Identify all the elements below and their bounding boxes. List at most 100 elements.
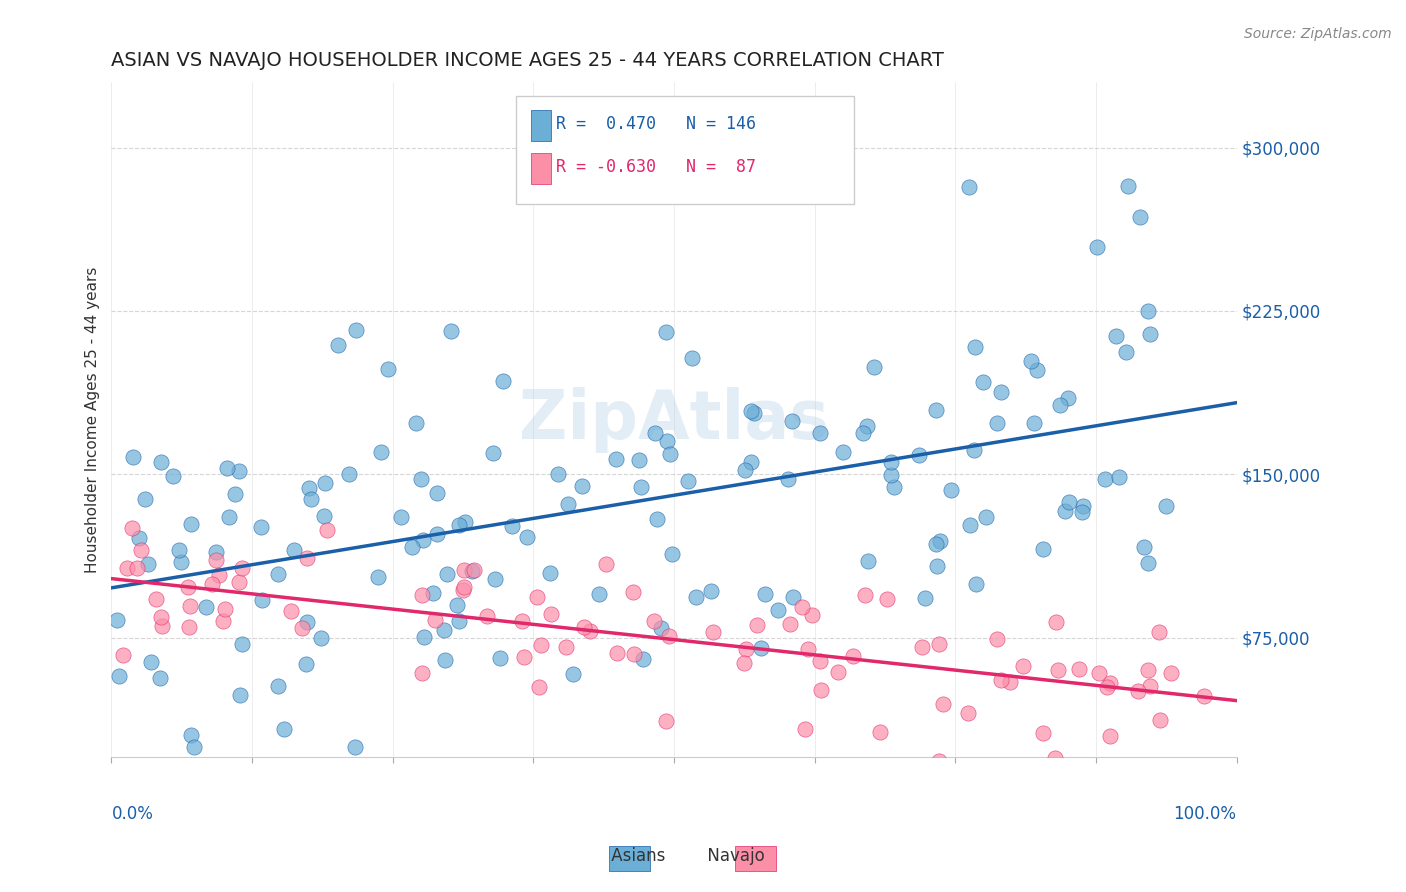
Point: [294, 657, 316, 671]
Point: [1094, 472, 1116, 486]
Point: [117, 561, 139, 575]
Point: [231, 561, 253, 575]
Point: [299, 491, 322, 506]
Point: [1136, 304, 1159, 318]
Point: [1067, 662, 1090, 676]
Point: [643, 614, 665, 628]
Point: [344, 323, 367, 337]
Point: [623, 584, 645, 599]
Point: [650, 621, 672, 635]
Point: [179, 599, 201, 614]
Point: [749, 641, 772, 656]
Text: 100.0%: 100.0%: [1174, 805, 1237, 822]
Point: [108, 668, 131, 682]
Point: [211, 614, 233, 628]
Point: [129, 543, 152, 558]
Point: [562, 667, 585, 681]
Point: [423, 613, 446, 627]
Point: [228, 574, 250, 589]
Point: [1021, 353, 1043, 368]
FancyBboxPatch shape: [531, 110, 551, 141]
Point: [1108, 469, 1130, 483]
Point: [740, 403, 762, 417]
Point: [312, 508, 335, 523]
Point: [204, 545, 226, 559]
Point: [685, 590, 707, 604]
Point: [858, 554, 880, 568]
Point: [489, 650, 512, 665]
Point: [1147, 625, 1170, 640]
Point: [1070, 505, 1092, 519]
Point: [797, 641, 820, 656]
Point: [411, 666, 433, 681]
Point: [827, 665, 849, 679]
Point: [391, 509, 413, 524]
Point: [963, 442, 986, 457]
Point: [1098, 729, 1121, 743]
Point: [1149, 714, 1171, 728]
Point: [876, 592, 898, 607]
Point: [1139, 327, 1161, 342]
Point: [125, 561, 148, 575]
Point: [195, 600, 218, 615]
Point: [808, 426, 831, 441]
Point: [218, 509, 240, 524]
Point: [734, 463, 756, 477]
Point: [547, 467, 569, 482]
Point: [1032, 726, 1054, 740]
Point: [401, 540, 423, 554]
Point: [477, 609, 499, 624]
Point: [790, 599, 813, 614]
Point: [1057, 495, 1080, 509]
Point: [986, 632, 1008, 646]
Point: [453, 564, 475, 578]
Point: [928, 754, 950, 768]
Point: [440, 324, 463, 338]
Point: [298, 481, 321, 495]
Point: [908, 448, 931, 462]
Point: [1022, 416, 1045, 430]
Point: [214, 602, 236, 616]
Point: [1098, 676, 1121, 690]
Point: [433, 623, 456, 637]
Point: [957, 180, 980, 194]
Point: [1137, 663, 1160, 677]
Point: [793, 722, 815, 736]
Point: [1160, 666, 1182, 681]
Point: [150, 618, 173, 632]
Text: 0.0%: 0.0%: [111, 805, 153, 822]
Point: [136, 557, 159, 571]
Point: [513, 649, 536, 664]
Point: [501, 518, 523, 533]
Point: [370, 445, 392, 459]
Point: [461, 564, 484, 578]
Point: [481, 446, 503, 460]
Point: [747, 617, 769, 632]
Point: [405, 416, 427, 430]
Point: [742, 406, 765, 420]
Point: [1095, 680, 1118, 694]
Y-axis label: Householder Income Ages 25 - 44 years: Householder Income Ages 25 - 44 years: [86, 267, 100, 573]
Point: [1054, 504, 1077, 518]
Text: Source: ZipAtlas.com: Source: ZipAtlas.com: [1244, 27, 1392, 41]
Point: [998, 674, 1021, 689]
Point: [280, 604, 302, 618]
Point: [149, 671, 172, 685]
Point: [150, 610, 173, 624]
Point: [605, 452, 627, 467]
Point: [433, 653, 456, 667]
Point: [177, 580, 200, 594]
Point: [1116, 178, 1139, 193]
Point: [162, 469, 184, 483]
Point: [540, 607, 562, 621]
Point: [309, 631, 332, 645]
Point: [779, 616, 801, 631]
Point: [1156, 500, 1178, 514]
Point: [578, 624, 600, 638]
Point: [1073, 499, 1095, 513]
Point: [754, 587, 776, 601]
Point: [595, 557, 617, 571]
Point: [869, 724, 891, 739]
FancyBboxPatch shape: [516, 95, 853, 204]
Point: [295, 550, 318, 565]
